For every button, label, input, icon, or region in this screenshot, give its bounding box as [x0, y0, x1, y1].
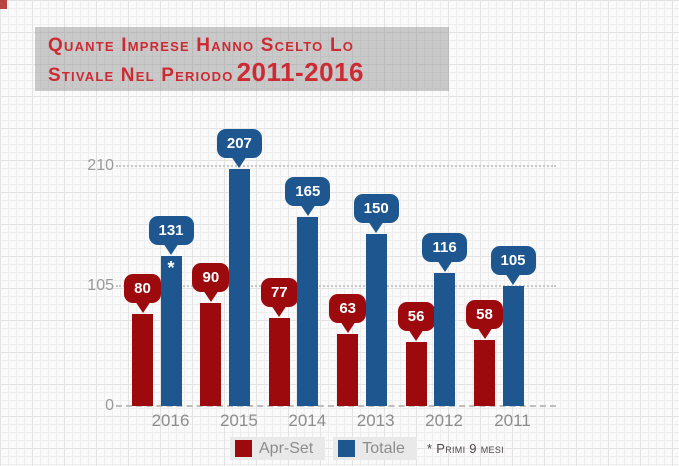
bar-apr-set-2011 — [474, 339, 495, 406]
bar-apr-set-2016 — [132, 314, 153, 406]
x-axis-label-2012: 2012 — [425, 411, 463, 430]
gridline-105 — [116, 284, 556, 287]
title-year-range: 2011-2016 — [236, 57, 364, 87]
legend-items: Apr-Set Totale — [230, 437, 417, 460]
title-line2-text: Stivale Nel Periodo — [48, 65, 234, 86]
value-bubble-totale-2015: 207 — [216, 128, 262, 168]
bar-totale-2011 — [502, 285, 524, 406]
bar-annotation-asterisk: * — [167, 257, 175, 278]
value-bubble-totale-2014: 165 — [285, 177, 331, 217]
bubble-tail — [134, 301, 151, 314]
y-axis-label-0: 0 — [105, 397, 114, 414]
bar-totale-2015 — [228, 168, 250, 406]
bubble-tail — [231, 155, 248, 168]
x-axis-label-2015: 2015 — [219, 411, 258, 430]
bubble-tail — [202, 289, 219, 302]
bubble-tail — [408, 328, 425, 341]
bar-apr-set-2013 — [337, 333, 359, 406]
value-bubble-apr-set-2015: 90 — [192, 262, 230, 302]
bubble-tail — [271, 304, 288, 317]
bubble-tail — [505, 272, 521, 285]
bubble-tail — [339, 320, 356, 333]
gridline-0 — [116, 405, 556, 407]
x-axis-label-2011: 2011 — [494, 411, 531, 430]
value-bubble-apr-set-2012: 56 — [397, 301, 435, 341]
bar-totale-2013 — [365, 234, 387, 406]
gridline-210 — [116, 164, 556, 167]
bar-totale-2014 — [297, 217, 319, 406]
bubble-tail — [299, 204, 316, 217]
value-bubble-totale-2016: 131 — [148, 215, 194, 255]
legend-label-apr-set: Apr-Set — [259, 440, 314, 457]
bar-apr-set-2015 — [200, 302, 222, 406]
legend-label-totale: Totale — [362, 440, 405, 457]
bubble-tail — [436, 260, 453, 273]
bar-apr-set-2012 — [405, 341, 427, 406]
y-axis-label-210: 210 — [87, 156, 114, 174]
bubble-tail — [368, 221, 385, 234]
bar-totale-2012 — [434, 273, 456, 406]
legend-swatch-apr-set — [235, 440, 252, 457]
title-banner: Quante Imprese Hanno Scelto Lo Stivale N… — [35, 27, 449, 91]
legend: Apr-Set Totale * Primi 9 mesi — [230, 437, 504, 460]
x-axis-label-2016: 2016 — [151, 411, 190, 430]
title-line2: Stivale Nel Periodo 2011-2016 — [48, 59, 449, 89]
footnote: * Primi 9 mesi — [426, 441, 504, 456]
bar-apr-set-2014 — [268, 317, 290, 406]
value-bubble-totale-2012: 116 — [422, 233, 468, 273]
value-bubble-totale-2013: 150 — [353, 194, 399, 234]
value-bubble-apr-set-2014: 77 — [260, 277, 298, 317]
y-axis-label-105: 105 — [87, 276, 114, 294]
title-line1: Quante Imprese Hanno Scelto Lo — [48, 35, 355, 56]
bar-totale-2016 — [160, 255, 182, 406]
bubble-tail — [163, 242, 179, 255]
x-axis-label-2013: 2013 — [356, 411, 395, 430]
corner-red-mark — [0, 0, 7, 9]
bubble-tail — [476, 326, 493, 339]
legend-item-apr-set: Apr-Set — [230, 437, 326, 460]
value-bubble-apr-set-2011: 58 — [466, 299, 503, 339]
value-bubble-apr-set-2013: 63 — [329, 293, 367, 333]
value-bubble-apr-set-2016: 80 — [124, 274, 161, 314]
value-bubble-totale-2011: 105 — [490, 245, 536, 285]
legend-item-totale: Totale — [333, 437, 417, 460]
x-axis-label-2014: 2014 — [288, 411, 327, 430]
legend-swatch-totale — [338, 440, 356, 457]
